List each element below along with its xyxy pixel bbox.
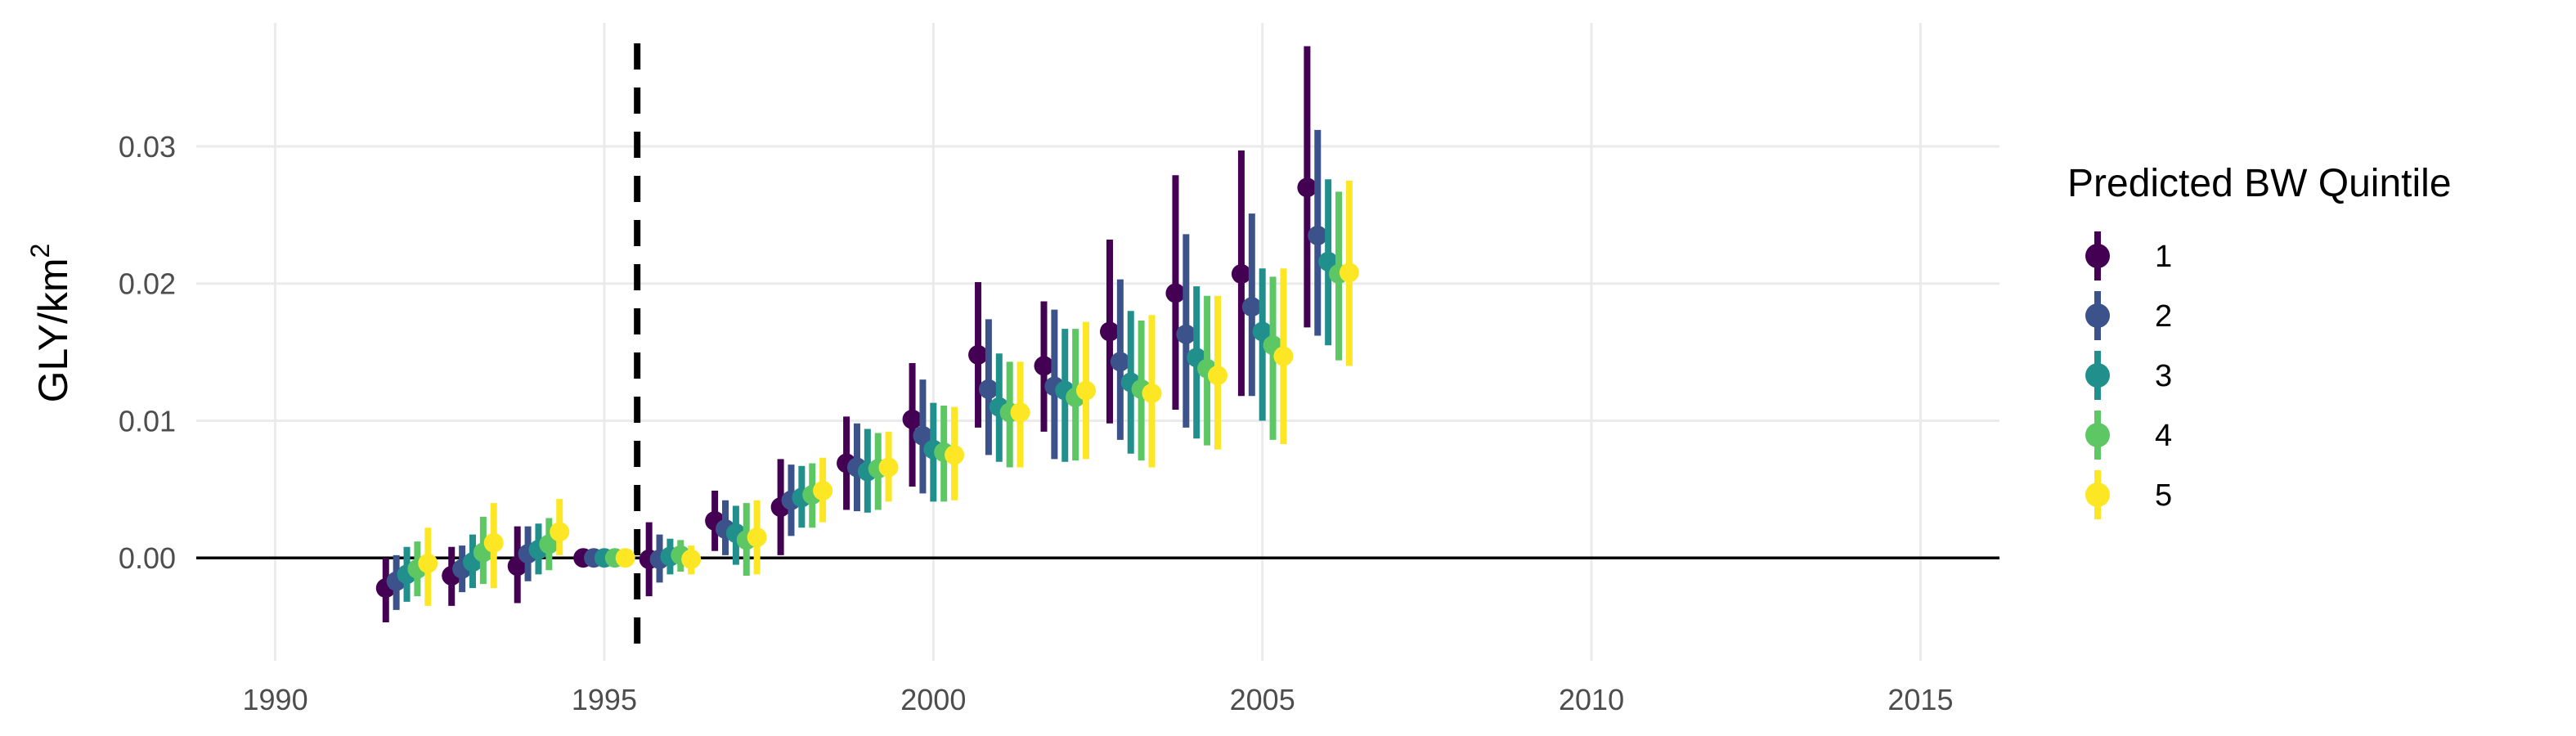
x-tick-label: 2000: [900, 683, 966, 716]
legend-label: 1: [2155, 240, 2172, 274]
data-point: [1176, 324, 1196, 344]
legend-title: Predicted BW Quintile: [2067, 162, 2452, 205]
data-point: [1165, 283, 1186, 303]
data-point: [1099, 321, 1120, 342]
y-tick-label: 0.01: [119, 404, 176, 438]
legend-item: 1: [2085, 231, 2172, 280]
horizontal-gridlines: [196, 145, 1999, 559]
legend-label: 5: [2155, 478, 2172, 513]
legend-key-point: [2085, 482, 2110, 507]
data-point: [1076, 380, 1097, 401]
data-point: [913, 425, 933, 446]
legend-label: 4: [2155, 419, 2172, 453]
legend-item: 3: [2085, 351, 2172, 400]
y-tick-label: 0.00: [119, 541, 176, 575]
legend-item: 5: [2085, 470, 2172, 519]
legend-key-point: [2085, 303, 2110, 328]
y-tick-label: 0.03: [119, 130, 176, 164]
data-point: [483, 532, 504, 553]
legend-key-point: [2085, 363, 2110, 388]
legend-label: 3: [2155, 359, 2172, 393]
data-point: [1142, 383, 1162, 403]
data-point: [878, 457, 899, 478]
data-point: [1010, 402, 1030, 423]
data-point: [615, 548, 635, 568]
data-point: [945, 445, 965, 465]
data-point: [1273, 346, 1294, 366]
y-axis-tick-labels: 0.00 0.01 0.02 0.03: [119, 130, 176, 575]
y-axis-title-base: GLY/km: [30, 258, 76, 402]
vertical-gridlines: [274, 23, 1922, 661]
legend-item: 4: [2085, 411, 2172, 460]
data-point: [1339, 263, 1359, 283]
legend-key-point: [2085, 244, 2110, 268]
series-3: [397, 179, 1339, 602]
series-2: [386, 129, 1328, 610]
data-point: [1231, 263, 1251, 284]
legend-items: 1 2 3 4 5: [2085, 231, 2172, 519]
y-tick-label: 0.02: [119, 267, 176, 301]
x-tick-label: 1995: [572, 683, 637, 716]
data-point: [1308, 226, 1328, 245]
legend: Predicted BW Quintile 1 2 3 4 5: [2067, 162, 2452, 519]
data-point: [1034, 356, 1054, 376]
data-point: [550, 522, 570, 542]
data-point: [1252, 321, 1272, 342]
data-point: [902, 409, 922, 429]
series-5: [418, 180, 1359, 606]
x-tick-label: 1990: [243, 683, 308, 716]
x-tick-label: 2015: [1887, 683, 1953, 716]
data-point: [747, 527, 767, 548]
data-point: [418, 553, 438, 573]
data-point: [968, 344, 989, 365]
x-tick-label: 2010: [1559, 683, 1624, 716]
data-point: [1297, 177, 1317, 198]
data-point: [1241, 297, 1262, 317]
y-axis-title: GLY/km2: [25, 244, 76, 403]
data-point: [978, 379, 999, 399]
legend-label: 2: [2155, 299, 2172, 334]
data-marks: [375, 46, 1359, 623]
series-4: [407, 191, 1349, 597]
x-tick-label: 2005: [1230, 683, 1295, 716]
x-axis-tick-labels: 1990 1995 2000 2005 2010 2015: [243, 683, 1954, 716]
plot-panel: [196, 23, 1999, 661]
data-point: [1110, 352, 1130, 372]
data-point: [681, 549, 702, 569]
data-point: [1207, 366, 1227, 386]
data-point: [813, 481, 833, 500]
legend-key-point: [2085, 423, 2110, 447]
y-axis-title-superscript: 2: [25, 244, 55, 258]
series-1: [375, 46, 1317, 623]
legend-item: 2: [2085, 291, 2172, 340]
